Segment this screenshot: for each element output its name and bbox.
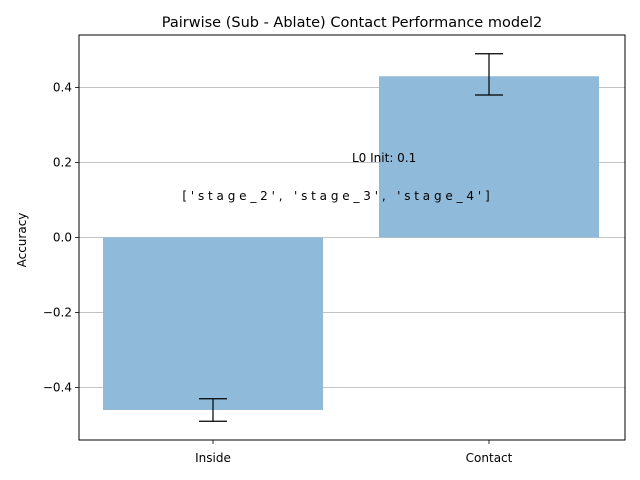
bar-contact	[379, 76, 599, 238]
x-tick-label: Contact	[466, 451, 513, 465]
y-tick-label: 0.4	[53, 81, 72, 95]
chart-title: Pairwise (Sub - Ablate) Contact Performa…	[162, 15, 542, 31]
y-tick-label: 0.2	[53, 156, 72, 170]
y-tick-label: −0.4	[43, 381, 72, 395]
bar-inside	[103, 237, 323, 410]
annotation-l0-init: L0 Init: 0.1	[352, 151, 416, 165]
y-axis: −0.4 −0.2 0.0 0.2 0.4	[43, 81, 79, 395]
annotation-stages: [ ' s t a g e _ 2 ' , ' s t a g e _ 3 ' …	[182, 189, 489, 203]
y-axis-label: Accuracy	[15, 213, 29, 268]
bars	[103, 76, 599, 410]
error-bars	[199, 53, 503, 422]
y-tick-label: 0.0	[53, 231, 72, 245]
x-axis: Inside Contact	[195, 440, 513, 465]
y-tick-label: −0.2	[43, 306, 72, 320]
x-tick-label: Inside	[195, 451, 231, 465]
